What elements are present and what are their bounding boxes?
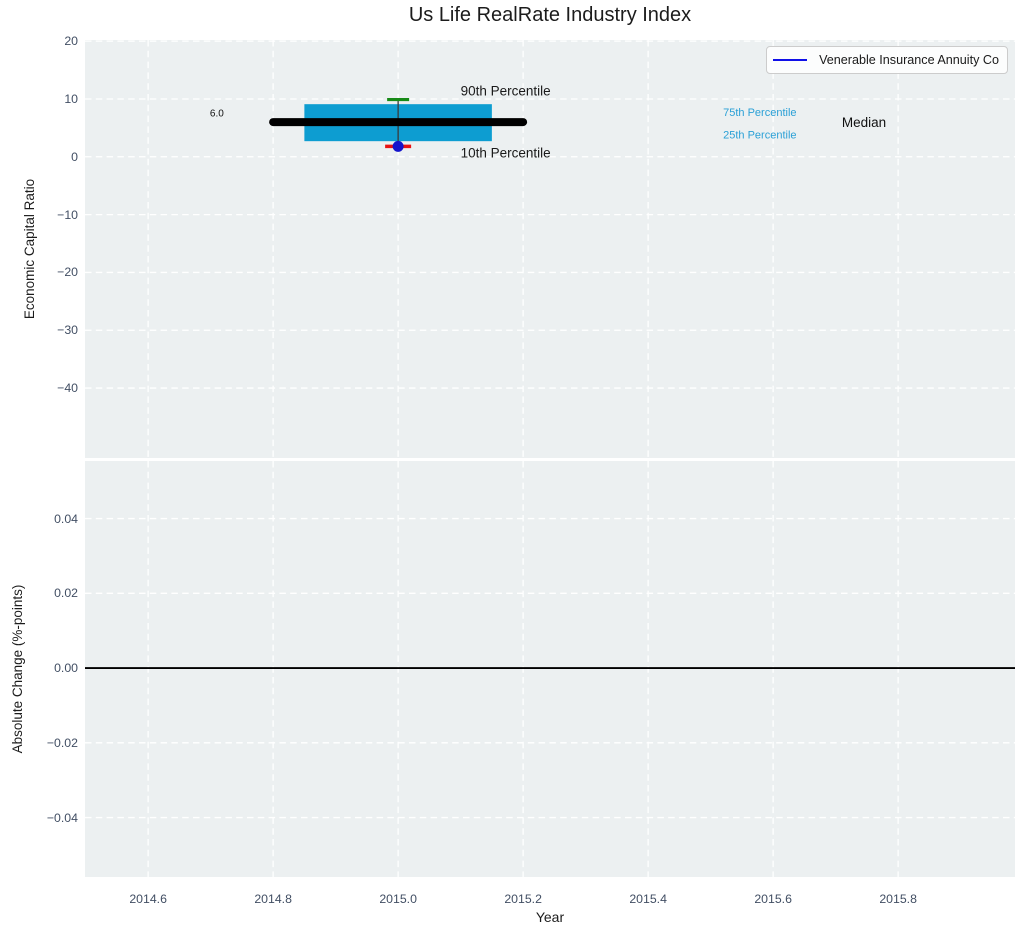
legend-line-sample (773, 59, 808, 61)
xtick: 2015.2 (504, 892, 542, 906)
ytick-top: 10 (64, 91, 78, 106)
chart-title: Us Life RealRate Industry Index (408, 4, 692, 26)
ytick-top: −40 (57, 381, 78, 396)
legend: Venerable Insurance Annuity Co (766, 46, 1008, 74)
xtick: 2014.6 (129, 892, 167, 906)
annotation-10th-percentile: 10th Percentile (461, 145, 551, 160)
ytick-top: −20 (57, 265, 78, 280)
ytick-top: −30 (57, 323, 78, 338)
axes-economic-capital-ratio: 90th Percentile 10th Percentile 75th Perce… (85, 40, 1015, 458)
boxplot-canvas: 90th Percentile 10th Percentile 75th Perce… (85, 40, 1015, 458)
ytick-top: −10 (57, 207, 78, 222)
ytick-bottom: −0.02 (46, 735, 78, 750)
annotation-6-0: 6.0 (210, 109, 224, 120)
xtick: 2014.8 (254, 892, 292, 906)
ytick-bottom: 0.02 (54, 586, 78, 601)
ytick-bottom: 0.04 (54, 511, 78, 526)
ytick-bottom: −0.04 (46, 810, 78, 825)
change-canvas (85, 461, 1015, 877)
ytick-top: 0 (71, 149, 78, 164)
axes-absolute-change (85, 461, 1015, 877)
annotation-90th-percentile: 90th Percentile (461, 84, 551, 99)
company-point (392, 140, 404, 152)
x-axis-label: Year (535, 909, 565, 925)
annotation-median: Median (842, 115, 886, 130)
legend-label: Venerable Insurance Annuity Co (819, 53, 999, 67)
ytick-top: 20 (64, 34, 78, 49)
xtick: 2015.4 (629, 892, 667, 906)
xtick: 2015.0 (379, 892, 417, 906)
annotation-25th-percentile: 25th Percentile (723, 129, 796, 141)
xtick: 2015.6 (754, 892, 792, 906)
xtick: 2015.8 (879, 892, 917, 906)
annotation-75th-percentile: 75th Percentile (723, 107, 796, 119)
ytick-bottom: 0.00 (54, 661, 78, 676)
